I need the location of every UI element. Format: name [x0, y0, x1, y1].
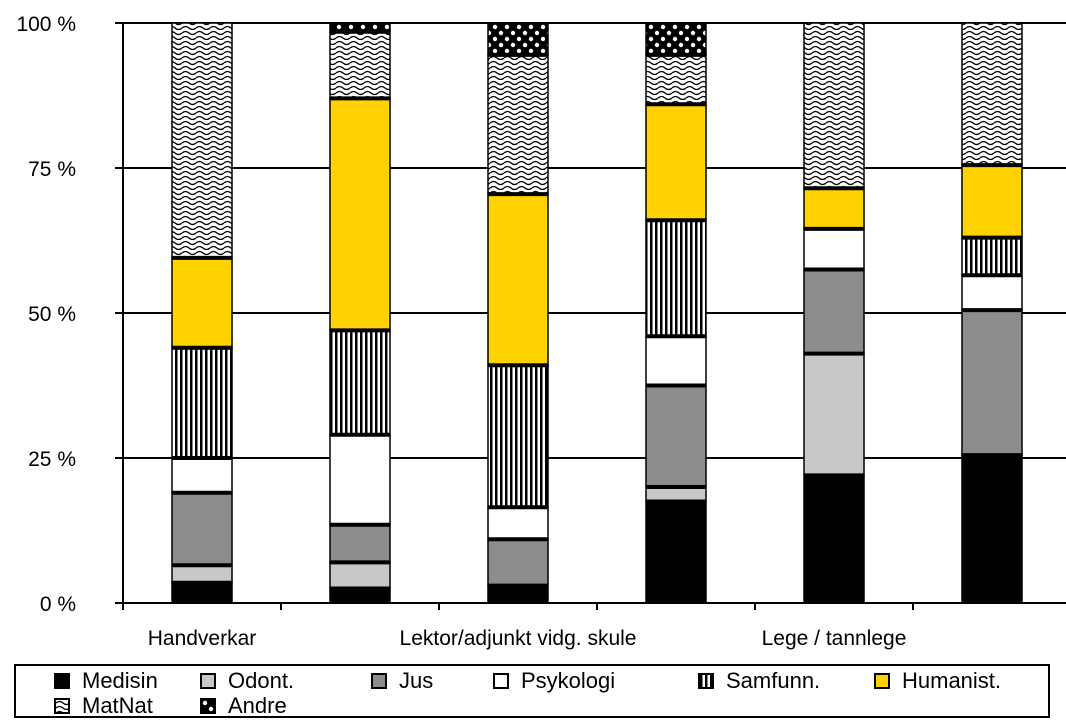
bar-segment-jus — [803, 268, 865, 355]
bar-segment-odont — [171, 564, 233, 584]
x-category-label: Lege / tannlege — [762, 627, 907, 650]
y-tick-label: 100 % — [16, 13, 76, 36]
legend-label: Andre — [228, 693, 287, 718]
bar-segment-medisin — [171, 581, 233, 604]
x-category-label: Handverkar — [148, 627, 257, 650]
legend-swatch — [493, 673, 509, 689]
legend-item-odont: Odont. — [200, 670, 294, 692]
bar-segment-andre — [487, 22, 549, 56]
bar-stack — [803, 22, 865, 604]
bar-segment-jus — [487, 538, 549, 587]
legend-swatch — [54, 673, 70, 689]
bar-stack — [961, 22, 1023, 604]
bar-segment-matnat — [329, 30, 391, 100]
bar-segment-medisin — [803, 474, 865, 604]
x-category-label: Lektor/adjunkt vidg. skule — [400, 627, 637, 650]
bar-stack — [645, 22, 707, 604]
bar-segment-medisin — [961, 454, 1023, 604]
legend-label: Humanist. — [902, 668, 1002, 693]
legend-item-jus: Jus — [371, 670, 433, 692]
legend: Medisin Odont. Jus Psykologi Samfunn. Humanis… — [14, 664, 1050, 718]
legend-item-andre: Andre — [200, 695, 287, 717]
bar-segment-psykologi — [645, 335, 707, 387]
bar-segment-jus — [961, 309, 1023, 456]
bar-segment-matnat — [645, 54, 707, 105]
bar-segment-psykologi — [961, 274, 1023, 311]
legend-label: Psykologi — [521, 668, 616, 693]
bar-segment-psykologi — [803, 228, 865, 271]
axes — [115, 22, 1066, 610]
bar-segment-odont — [645, 486, 707, 503]
bar-segment-matnat — [171, 22, 233, 259]
bar-segment-humanist — [645, 103, 707, 221]
y-tick-label: 25 % — [28, 448, 76, 471]
axis-labels: 0 % 25 % 50 % 75 % 100 % Handverkar Lektor/adj… — [16, 13, 906, 650]
legend-item-medisin: Medisin — [54, 670, 158, 692]
legend-swatch — [874, 673, 890, 689]
legend-item-samfunn: Samfunn. — [698, 670, 820, 692]
legend-item-matnat: MatNat — [54, 695, 153, 717]
bar-segment-jus — [171, 492, 233, 567]
bar-segment-jus — [329, 523, 391, 564]
bar-segment-psykologi — [329, 434, 391, 526]
bar-segment-samfunn — [171, 347, 233, 459]
bar-segment-samfunn — [329, 329, 391, 436]
bar-stack — [171, 22, 233, 604]
bar-segment-odont — [329, 561, 391, 590]
legend-label: Odont. — [228, 668, 295, 693]
legend-item-psykologi: Psykologi — [493, 670, 615, 692]
chart-canvas: 0 % 25 % 50 % 75 % 100 % Handverkar Lektor/adj… — [16, 13, 1066, 650]
y-tick-label: 75 % — [28, 158, 76, 181]
legend-swatch — [200, 673, 216, 689]
bar-segment-medisin — [487, 584, 549, 604]
bar-segment-humanist — [487, 193, 549, 366]
legend-label: Samfunn. — [726, 668, 821, 693]
legend-label: Medisin — [82, 668, 158, 693]
bar-segment-matnat — [487, 54, 549, 195]
y-tick-label: 0 % — [40, 593, 76, 616]
legend-item-humanist: Humanist. — [874, 670, 1001, 692]
legend-swatch — [371, 673, 387, 689]
bar-stack — [487, 22, 549, 604]
legend-swatch — [54, 698, 70, 714]
bar-segment-matnat — [803, 22, 865, 190]
bar-segment-jus — [645, 384, 707, 488]
legend-label: Jus — [399, 668, 434, 693]
bar-segment-humanist — [961, 164, 1023, 239]
bar-stack — [329, 22, 391, 604]
legend-label: MatNat — [82, 693, 153, 718]
bar-segment-samfunn — [487, 364, 549, 509]
bar-segment-andre — [645, 22, 707, 56]
bar-segment-odont — [803, 352, 865, 477]
bar-segment-humanist — [803, 187, 865, 230]
bar-segment-samfunn — [961, 236, 1023, 277]
bar-segment-psykologi — [171, 457, 233, 494]
bar-segment-medisin — [329, 587, 391, 604]
bar-segment-medisin — [645, 500, 707, 604]
gridlines — [123, 22, 1066, 459]
y-tick-label: 50 % — [28, 303, 76, 326]
bar-segment-humanist — [329, 97, 391, 332]
bar-stacks — [171, 22, 1023, 604]
bar-segment-psykologi — [487, 506, 549, 540]
bar-segment-samfunn — [645, 219, 707, 337]
bar-segment-humanist — [171, 257, 233, 349]
legend-swatch — [698, 673, 714, 689]
legend-swatch — [200, 698, 216, 714]
bar-segment-matnat — [961, 22, 1023, 166]
